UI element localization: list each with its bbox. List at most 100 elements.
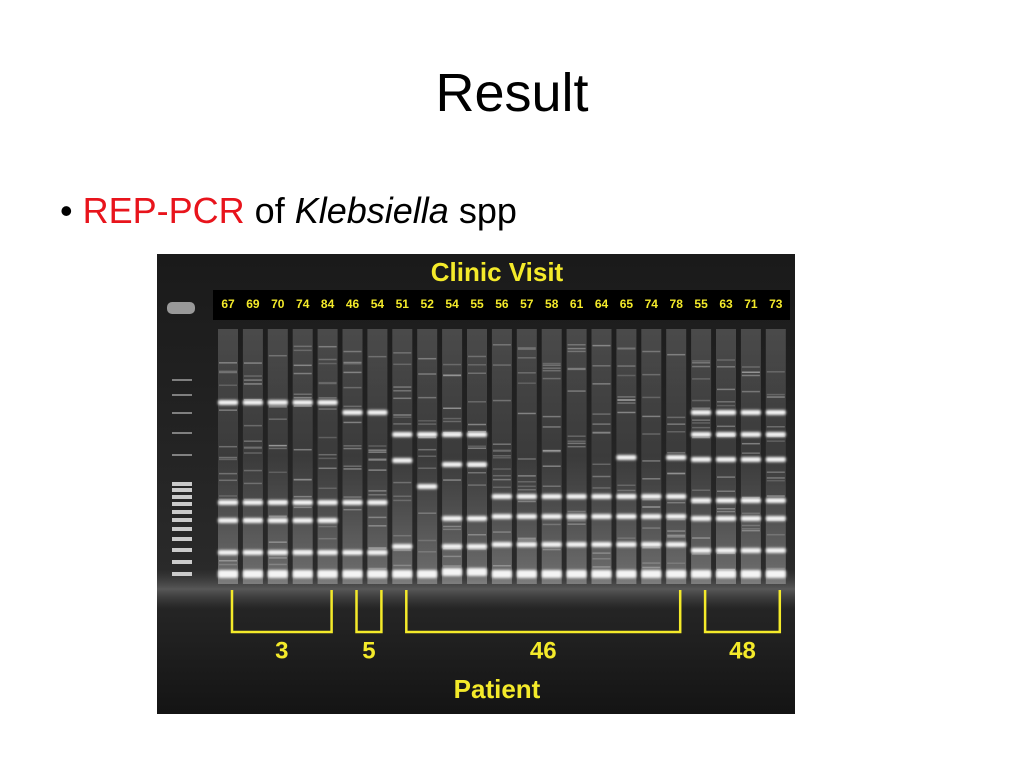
faint-band xyxy=(667,473,686,475)
faint-band xyxy=(567,510,586,513)
ladder-band xyxy=(172,454,192,456)
band xyxy=(616,542,637,547)
gel-header: Clinic Visit xyxy=(431,257,564,287)
lane xyxy=(342,329,363,584)
faint-band xyxy=(692,365,711,368)
faint-band xyxy=(667,518,686,521)
faint-band xyxy=(468,401,486,403)
faint-band xyxy=(492,450,511,452)
faint-band xyxy=(642,415,661,418)
band xyxy=(516,494,537,499)
band xyxy=(691,498,712,503)
band xyxy=(740,548,761,553)
faint-band xyxy=(592,552,611,554)
faint-band xyxy=(617,347,636,349)
faint-band xyxy=(219,384,237,387)
ladder-band xyxy=(172,572,192,576)
patient-label: 5 xyxy=(362,637,375,664)
faint-band xyxy=(418,396,437,399)
faint-band xyxy=(592,413,611,415)
band xyxy=(317,570,338,578)
band xyxy=(716,516,736,521)
faint-band xyxy=(343,350,362,353)
band xyxy=(417,570,438,578)
faint-band xyxy=(717,388,735,391)
faint-band xyxy=(393,534,412,537)
faint-band xyxy=(567,520,586,522)
faint-band xyxy=(517,382,536,384)
faint-band xyxy=(393,423,412,425)
faint-band xyxy=(692,489,711,492)
faint-band xyxy=(517,347,536,349)
faint-band xyxy=(492,399,511,402)
faint-band xyxy=(592,432,611,434)
bracket xyxy=(355,590,383,634)
faint-band xyxy=(567,523,586,525)
faint-band xyxy=(418,357,437,360)
faint-band xyxy=(717,476,735,478)
faint-band xyxy=(393,363,412,366)
faint-band xyxy=(219,409,237,411)
faint-band xyxy=(443,363,462,366)
lane xyxy=(267,329,288,584)
band xyxy=(641,542,662,547)
band xyxy=(442,544,463,549)
faint-band xyxy=(318,453,337,456)
faint-band xyxy=(592,566,611,568)
faint-band xyxy=(219,371,237,374)
faint-band xyxy=(717,366,735,368)
faint-band xyxy=(667,423,686,425)
faint-band xyxy=(567,390,586,392)
faint-band xyxy=(517,412,536,415)
faint-band xyxy=(517,357,536,359)
faint-band xyxy=(468,355,486,358)
band xyxy=(442,516,463,521)
faint-band xyxy=(567,344,586,346)
faint-band xyxy=(318,358,337,361)
band xyxy=(765,410,786,415)
faint-band xyxy=(368,546,387,549)
faint-band xyxy=(741,512,760,515)
band xyxy=(218,518,238,523)
faint-band xyxy=(766,495,785,497)
faint-band xyxy=(492,457,511,459)
band xyxy=(765,457,786,462)
faint-band xyxy=(343,405,362,408)
faint-band xyxy=(219,362,237,364)
faint-band xyxy=(443,525,462,528)
lane-label: 58 xyxy=(545,297,559,311)
ladder-band xyxy=(172,495,192,499)
band xyxy=(616,494,637,499)
faint-band xyxy=(667,530,686,532)
band xyxy=(491,542,512,547)
faint-band xyxy=(219,458,237,461)
faint-band xyxy=(517,500,536,503)
band xyxy=(765,548,786,553)
faint-band xyxy=(542,426,561,428)
faint-band xyxy=(592,487,611,489)
faint-band xyxy=(293,495,312,498)
bullet-marker: • xyxy=(60,190,73,231)
faint-band xyxy=(243,383,262,385)
band xyxy=(218,400,238,405)
faint-band xyxy=(592,423,611,425)
faint-band xyxy=(492,474,511,477)
faint-band xyxy=(443,555,462,558)
band xyxy=(267,550,288,555)
faint-band xyxy=(393,564,412,567)
band xyxy=(218,550,238,555)
faint-band xyxy=(667,534,686,537)
faint-band xyxy=(318,382,337,385)
lane xyxy=(491,329,512,584)
band xyxy=(342,550,363,555)
band xyxy=(716,410,736,415)
band xyxy=(591,514,612,519)
faint-band xyxy=(343,447,362,450)
faint-band xyxy=(642,373,661,376)
faint-band xyxy=(293,448,312,451)
faint-band xyxy=(418,423,437,425)
band xyxy=(317,400,338,405)
band xyxy=(616,455,637,460)
faint-band xyxy=(268,444,287,447)
